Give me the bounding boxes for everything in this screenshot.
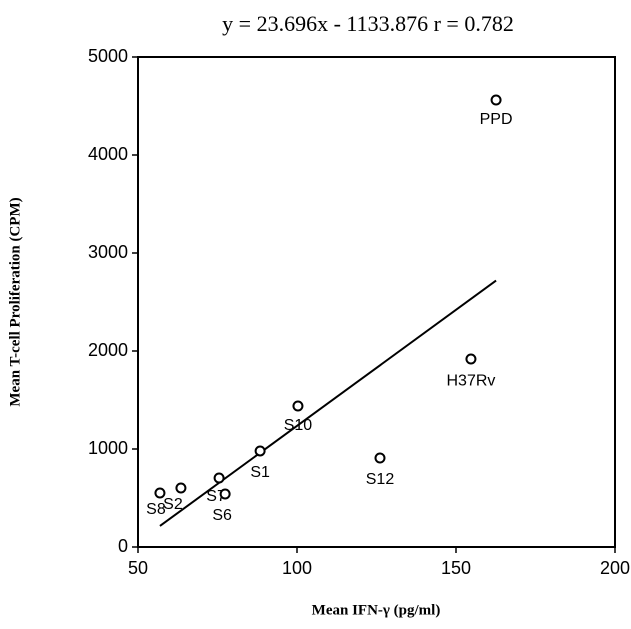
point	[254, 445, 266, 457]
y-tick-label: 1000	[88, 438, 128, 458]
x-tick-label: 200	[600, 558, 630, 578]
y-tick-label: 4000	[88, 144, 128, 164]
point-label: S2	[163, 496, 183, 513]
point	[374, 452, 386, 464]
point	[154, 487, 166, 499]
y-tick-label: 3000	[88, 242, 128, 262]
point	[175, 482, 187, 494]
y-tick-label: 0	[118, 536, 128, 556]
point-label: H37Rv	[446, 372, 495, 389]
point-label: S10	[284, 417, 313, 434]
chart-title: y = 23.696x - 1133.876 r = 0.782	[222, 11, 514, 36]
x-tick-label: 150	[441, 558, 471, 578]
y-tick-label: 5000	[88, 46, 128, 66]
x-tick-label: 100	[282, 558, 312, 578]
point-label: S8	[146, 501, 166, 518]
point-label: S6	[212, 507, 232, 524]
point	[465, 353, 477, 365]
point-label: S1	[250, 464, 270, 481]
point	[219, 488, 231, 500]
x-tick-label: 50	[128, 558, 148, 578]
point	[292, 400, 304, 412]
y-axis-label: Mean T-cell Proliferation (CPM)	[7, 197, 23, 406]
plot-frame	[137, 56, 616, 548]
point-label: PPD	[480, 111, 513, 128]
point-label: S12	[366, 471, 395, 488]
x-axis-label: Mean IFN-γ (pg/ml)	[312, 602, 441, 618]
fit-line	[159, 279, 497, 527]
y-tick-label: 2000	[88, 340, 128, 360]
point	[213, 472, 225, 484]
point	[490, 94, 502, 106]
